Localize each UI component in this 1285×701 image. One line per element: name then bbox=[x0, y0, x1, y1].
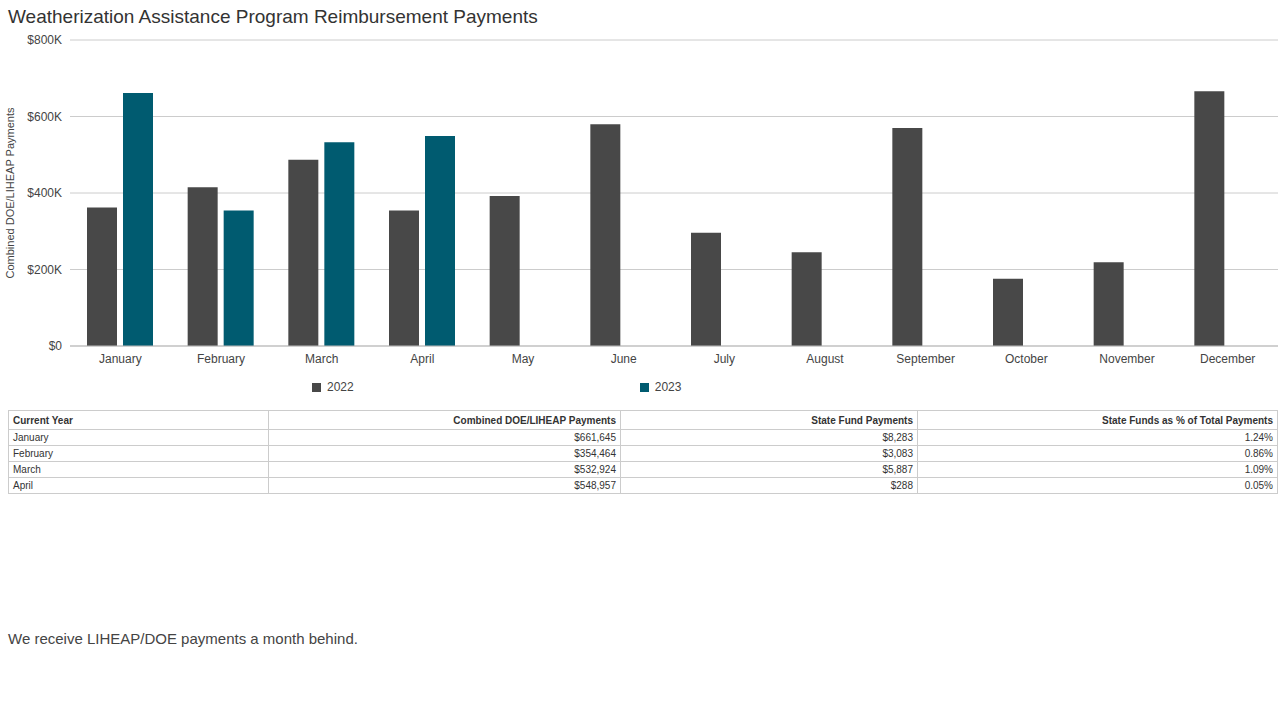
html-text:January: January bbox=[13, 432, 49, 443]
html-text:0.86%: 0.86% bbox=[1244, 448, 1273, 459]
svg-text:$200K: $200K bbox=[27, 263, 62, 277]
svg-text:August: August bbox=[806, 352, 844, 366]
svg-text:$600K: $600K bbox=[27, 110, 62, 124]
svg-text:March: March bbox=[305, 352, 338, 366]
html-text:March: March bbox=[13, 464, 41, 475]
svg-text:January: January bbox=[99, 352, 142, 366]
svg-text:May: May bbox=[512, 352, 535, 366]
svg-text:February: February bbox=[197, 352, 245, 366]
svg-text:$400K: $400K bbox=[27, 186, 62, 200]
svg-text:April: April bbox=[410, 352, 434, 366]
html-text:Current Year: Current Year bbox=[13, 414, 73, 426]
html-text:1.09%: 1.09% bbox=[1244, 464, 1273, 475]
html-text:$532,924: $532,924 bbox=[574, 464, 616, 475]
html-text:1.24%: 1.24% bbox=[1244, 432, 1273, 443]
html-text:State Fund Payments: State Fund Payments bbox=[811, 414, 913, 426]
html-text:$3,083: $3,083 bbox=[882, 448, 913, 459]
svg-text:September: September bbox=[896, 352, 955, 366]
html-text:$8,283: $8,283 bbox=[882, 432, 913, 443]
svg-text:$800K: $800K bbox=[27, 33, 62, 47]
html-text:$354,464: $354,464 bbox=[574, 448, 616, 459]
html-text:2023: 2023 bbox=[654, 380, 682, 394]
svg-text:October: October bbox=[1005, 352, 1048, 366]
svg-text:July: July bbox=[714, 352, 735, 366]
html-text:Combined DOE/LIHEAP Payments: Combined DOE/LIHEAP Payments bbox=[453, 414, 616, 426]
html-text:We receive LIHEAP/DOE payments: We receive LIHEAP/DOE payments a month b… bbox=[8, 630, 358, 647]
svg-text:$0: $0 bbox=[49, 339, 63, 353]
svg-text:November: November bbox=[1099, 352, 1154, 366]
html-text:$661,645: $661,645 bbox=[574, 432, 616, 443]
html-text:Weatherization Assistance Prog: Weatherization Assistance Program Reimbu… bbox=[8, 6, 538, 27]
html-text:$548,957: $548,957 bbox=[574, 480, 616, 491]
html-text:April: April bbox=[13, 480, 33, 491]
svg-text:Combined DOE/LIHEAP Payments: Combined DOE/LIHEAP Payments bbox=[8, 107, 16, 278]
svg-text:June: June bbox=[611, 352, 637, 366]
html-text:2022: 2022 bbox=[327, 380, 354, 394]
html-text:State Funds as % of Total Paym: State Funds as % of Total Payments bbox=[1102, 414, 1273, 426]
html-text:$5,887: $5,887 bbox=[882, 464, 913, 475]
html-text:February: February bbox=[13, 448, 53, 459]
html-text:$288: $288 bbox=[890, 480, 913, 491]
html-text:0.05%: 0.05% bbox=[1244, 480, 1273, 491]
svg-text:December: December bbox=[1200, 352, 1255, 366]
